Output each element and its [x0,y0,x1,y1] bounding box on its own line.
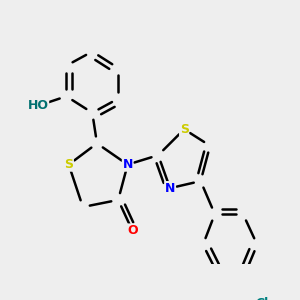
Text: O: O [127,224,138,237]
Text: HO: HO [28,99,49,112]
Text: S: S [64,158,73,171]
Text: S: S [180,123,189,136]
Text: N: N [122,158,133,171]
Text: Cl: Cl [255,297,268,300]
Text: N: N [165,182,175,195]
